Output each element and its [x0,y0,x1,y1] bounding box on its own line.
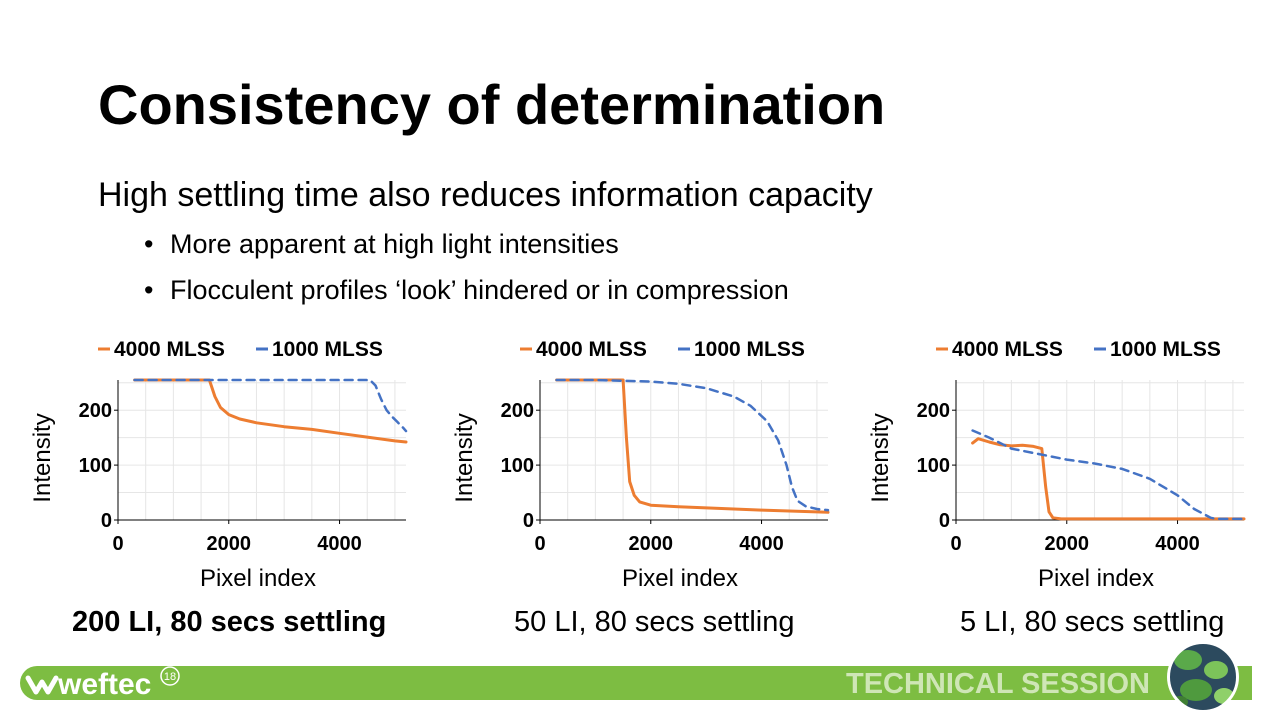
x-tick-label: 0 [950,533,961,555]
x-tick-label: 2000 [207,533,252,555]
caption-5-li: 5 LI, 80 secs settling [960,606,1225,638]
bullet-list: • More apparent at high light intensities… [144,226,789,318]
y-axis-label: Intensity [867,413,894,502]
weftec-logo: weftec 18 [25,666,180,701]
y-tick-label: 100 [79,455,112,477]
legend-label-0: 4000 MLSS [114,338,225,361]
series-line-1000-mlss [133,378,408,433]
weftec-wordmark: weftec [57,668,151,701]
x-axis-label: Pixel index [1038,565,1154,592]
x-tick-label: 4000 [317,533,362,555]
bullet-dot: • [144,229,154,259]
weftec-year: 18 [164,671,176,683]
bullet-item: • More apparent at high light intensities [144,226,789,262]
slide-subtitle: High settling time also reduces informat… [98,176,873,214]
footer-bar [20,666,1252,700]
y-tick-label: 0 [101,510,112,532]
series-line-4000-mlss [971,437,1246,521]
x-tick-label: 4000 [1155,533,1200,555]
legend-label-1: 1000 MLSS [694,338,805,361]
x-tick-label: 0 [534,533,545,555]
legend-label-1: 1000 MLSS [1110,338,1221,361]
legend-label-0: 4000 MLSS [952,338,1063,361]
x-axis-label: Pixel index [622,565,738,592]
legend-label-1: 1000 MLSS [272,338,383,361]
y-axis-label: Intensity [29,413,56,502]
series-line-1000-mlss [971,429,1246,521]
series-line-4000-mlss [555,378,830,514]
lilypad-photo-badge [1167,641,1239,713]
series-line-1000-mlss [555,378,830,512]
x-tick-label: 2000 [629,533,674,555]
slide-title: Consistency of determination [98,73,886,136]
y-tick-label: 200 [501,400,534,422]
x-axis-label: Pixel index [200,565,316,592]
y-axis-label: Intensity [451,413,478,502]
bullet-item: • Flocculent profiles ‘look’ hindered or … [144,272,789,308]
x-tick-label: 2000 [1045,533,1090,555]
y-tick-label: 0 [523,510,534,532]
bullet-text: Flocculent profiles ‘look’ hindered or i… [170,275,789,305]
x-tick-label: 0 [112,533,123,555]
technical-session-label: TECHNICAL SESSION [845,668,1150,700]
series-line-4000-mlss [133,378,408,444]
y-tick-label: 100 [501,455,534,477]
legend-label-0: 4000 MLSS [536,338,647,361]
caption-200-li: 200 LI, 80 secs settling [72,606,387,638]
x-tick-label: 4000 [739,533,784,555]
y-tick-label: 200 [917,400,950,422]
bullet-text: More apparent at high light intensities [170,229,619,259]
y-tick-label: 0 [939,510,950,532]
y-tick-label: 100 [917,455,950,477]
bullet-dot: • [144,275,154,305]
y-tick-label: 200 [79,400,112,422]
caption-50-li: 50 LI, 80 secs settling [514,606,795,638]
